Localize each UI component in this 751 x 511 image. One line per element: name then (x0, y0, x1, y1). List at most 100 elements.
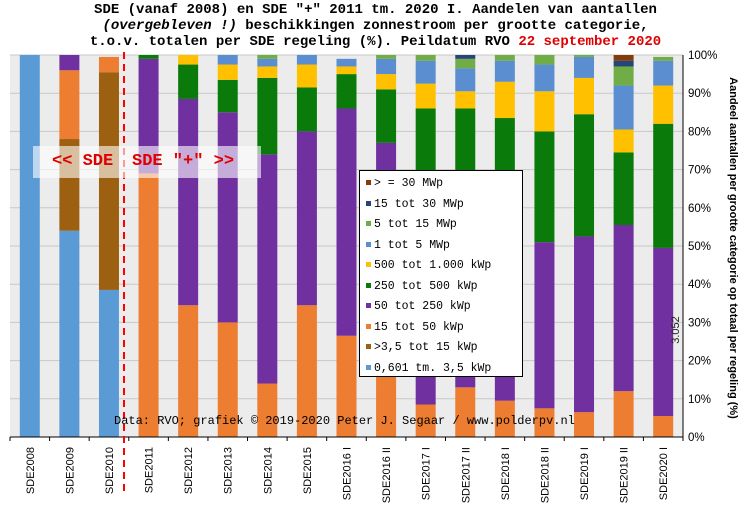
bar-segment (336, 108, 357, 336)
bar-segment (336, 58, 357, 67)
bar-segment (534, 242, 555, 409)
bar-segment (613, 66, 634, 86)
bar-segment (455, 68, 476, 92)
legend-swatch (366, 241, 371, 247)
bar-segment (415, 404, 436, 437)
y-tick-label: 40% (688, 279, 711, 291)
bar-segment (296, 64, 317, 88)
bar-segment (653, 247, 674, 416)
bar-segment (59, 70, 80, 140)
x-tick-label: SDE2020 I (658, 447, 670, 500)
x-tick-label: SDE2013 (223, 447, 235, 494)
bar-segment (376, 89, 397, 143)
bar-segment (494, 81, 515, 119)
bar-segment (494, 60, 515, 82)
legend-item: 250 tot 500 kWp (366, 279, 478, 295)
bar-segment (217, 64, 238, 80)
x-tick-label: SDE2015 (302, 447, 314, 494)
bar-segment (534, 131, 555, 243)
x-tick-label: SDE2011 (144, 447, 156, 493)
legend-label: 500 tot 1.000 kWp (374, 259, 492, 272)
y-tick-label: 50% (688, 241, 711, 253)
bar-segment (217, 79, 238, 113)
bar-segment (574, 77, 595, 115)
bar-segment (257, 77, 278, 155)
bar-segment (98, 289, 119, 437)
bar-segment (415, 83, 436, 109)
legend-swatch (366, 323, 371, 329)
legend-item: 15 tot 30 MWp (366, 197, 464, 213)
bar-segment (138, 55, 159, 59)
bar-segment (19, 55, 40, 437)
bars (19, 55, 674, 438)
bar-segment (217, 55, 238, 65)
bar-segment (534, 55, 555, 65)
bar-segment (376, 55, 397, 59)
bar-segment (653, 415, 674, 437)
legend-swatch (366, 282, 371, 288)
bar-segment (257, 66, 278, 78)
y-tick-label: 80% (688, 126, 711, 138)
x-tick-label: SDE2017 II (460, 447, 472, 503)
bar-segment (98, 72, 119, 290)
bar-segment (138, 58, 159, 174)
legend-swatch (366, 180, 371, 186)
bar-segment (455, 91, 476, 109)
axes (9, 55, 684, 441)
bar-segment (613, 60, 634, 67)
legend-label: > = 30 MWp (374, 177, 444, 190)
chart-title-line-2: (overgebleven !) beschikkingen zonnestro… (0, 18, 751, 34)
y-tick-label: 100% (688, 50, 717, 62)
bar-segment (138, 173, 159, 438)
bar-segment (613, 152, 634, 225)
bar-segment (336, 74, 357, 109)
bar-segment (59, 230, 80, 437)
x-tick-label: SDE2014 (262, 447, 274, 494)
bar-segment (217, 112, 238, 323)
legend-swatch (366, 221, 371, 227)
bar-segment (296, 305, 317, 437)
legend-swatch (366, 200, 371, 206)
sde-left-label: << SDE (52, 152, 114, 171)
bar-segment (178, 98, 199, 306)
legend-label: 15 tot 50 kWp (374, 320, 464, 334)
bar-segment (455, 55, 476, 59)
bar-segment (574, 114, 595, 237)
sde-plus-label: SDE "+" >> (132, 152, 235, 171)
bar-segment (257, 383, 278, 437)
legend-label: 250 tot 500 kWp (374, 279, 478, 293)
bar-segment (613, 224, 634, 392)
bar-segment (376, 58, 397, 75)
legend-label: 50 tot 250 kWp (374, 300, 471, 313)
bar-segment (217, 322, 238, 437)
legend-label: 1 tot 5 MWp (374, 238, 450, 252)
chart-title-line-2-rest: beschikkingen zonnestroom per grootte ca… (236, 18, 649, 34)
bar-segment (455, 58, 476, 69)
legend-label: 5 tot 15 MWp (374, 218, 457, 231)
bar-segment (257, 55, 278, 59)
legend-label: 0,601 tm. 3,5 kWp (374, 361, 492, 375)
bar-segment (653, 56, 674, 61)
bar-segment (574, 55, 595, 57)
legend-swatch (366, 364, 371, 370)
legend-label: >3,5 tot 15 kWp (374, 341, 478, 354)
x-tick-label: SDE2018 II (539, 447, 551, 503)
y-tick-label: 30% (688, 317, 711, 329)
legend-swatch (366, 303, 371, 309)
bar-segment (534, 408, 555, 437)
bar-segment (296, 131, 317, 306)
legend-item: 5 tot 15 MWp (366, 217, 457, 233)
legend-swatch (366, 262, 371, 268)
bar-segment (494, 55, 515, 61)
bar-segment (296, 55, 317, 65)
bar-segment (613, 129, 634, 153)
legend: > = 30 MWp 15 tot 30 MWp 5 tot 15 MWp 1 tot… (359, 170, 523, 377)
peildatum: 22 september 2020 (518, 34, 662, 50)
bar-segment (296, 87, 317, 132)
y-tick-label: 10% (688, 394, 711, 406)
chart-title-line-1: SDE (vanaf 2008) en SDE "+" 2011 tm. 202… (94, 2, 657, 18)
y-tick-label: 60% (688, 203, 711, 215)
bar-segment (613, 55, 634, 61)
x-tick-label: SDE2018 I (500, 447, 512, 500)
bar-segment (534, 64, 555, 92)
